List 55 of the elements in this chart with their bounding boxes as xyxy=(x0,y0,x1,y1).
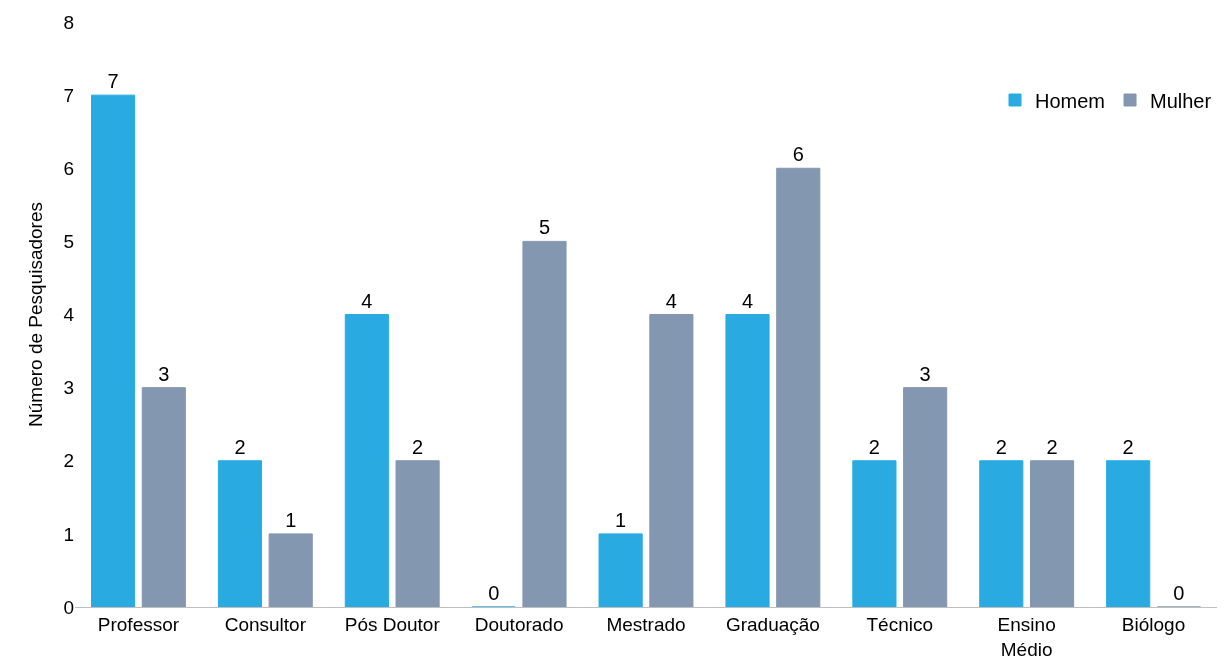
y-tick-label: 7 xyxy=(63,84,74,106)
bar xyxy=(268,533,313,607)
data-label: 6 xyxy=(792,143,804,166)
data-label: 5 xyxy=(538,216,551,239)
data-label: 2 xyxy=(1122,435,1134,458)
x-tick-label: Doutorado xyxy=(474,613,564,635)
data-label: 4 xyxy=(361,289,373,312)
bar xyxy=(91,94,136,607)
bar xyxy=(649,314,694,607)
data-label: 1 xyxy=(285,508,297,531)
y-tick-label: 0 xyxy=(63,596,74,618)
bar xyxy=(217,460,263,607)
x-tick-label: Pós Doutor xyxy=(344,613,441,635)
data-label: 7 xyxy=(107,70,119,93)
data-label: 0 xyxy=(1173,582,1185,604)
bar xyxy=(522,240,567,607)
data-label: 0 xyxy=(488,582,500,604)
y-tick-label: 2 xyxy=(63,450,74,472)
data-label: 2 xyxy=(995,435,1007,458)
y-tick-label: 4 xyxy=(63,304,75,326)
y-tick-label: 8 xyxy=(63,11,74,33)
x-tick-label: Ensino Médio xyxy=(997,613,1056,660)
y-tick-label: 5 xyxy=(63,231,74,253)
data-label: 1 xyxy=(615,508,627,531)
x-tick-label: Mestrado xyxy=(606,613,686,635)
bar xyxy=(141,387,186,607)
bar xyxy=(1106,460,1151,607)
bar xyxy=(598,533,643,607)
y-axis-title: Número de Pesquisadores xyxy=(25,202,47,427)
x-tick-label: Técnico xyxy=(866,613,934,635)
y-tick-label: 1 xyxy=(63,523,74,545)
legend-label: Homem xyxy=(1035,89,1106,112)
data-label: 3 xyxy=(158,362,170,385)
data-label: 3 xyxy=(919,362,931,385)
x-tick-label: Consultor xyxy=(224,613,307,635)
bar xyxy=(725,314,770,607)
bar xyxy=(776,167,821,607)
data-label: 4 xyxy=(741,289,754,312)
x-tick-label: Professor xyxy=(97,613,180,635)
bar xyxy=(344,314,389,607)
bar xyxy=(1029,460,1075,607)
data-label: 2 xyxy=(1046,435,1058,458)
legend-label: Mulher xyxy=(1150,89,1212,112)
data-label: 4 xyxy=(665,289,677,312)
bar xyxy=(852,460,897,607)
bar xyxy=(979,460,1024,607)
data-label: 2 xyxy=(868,435,880,458)
bar xyxy=(395,460,440,607)
x-tick-label: Graduação xyxy=(725,613,820,635)
y-tick-label: 6 xyxy=(63,157,74,179)
y-tick-label: 3 xyxy=(63,377,74,399)
x-tick-label: Biólogo xyxy=(1121,613,1186,635)
data-label: 2 xyxy=(234,435,246,458)
bar xyxy=(903,387,948,607)
data-label: 2 xyxy=(412,435,424,458)
